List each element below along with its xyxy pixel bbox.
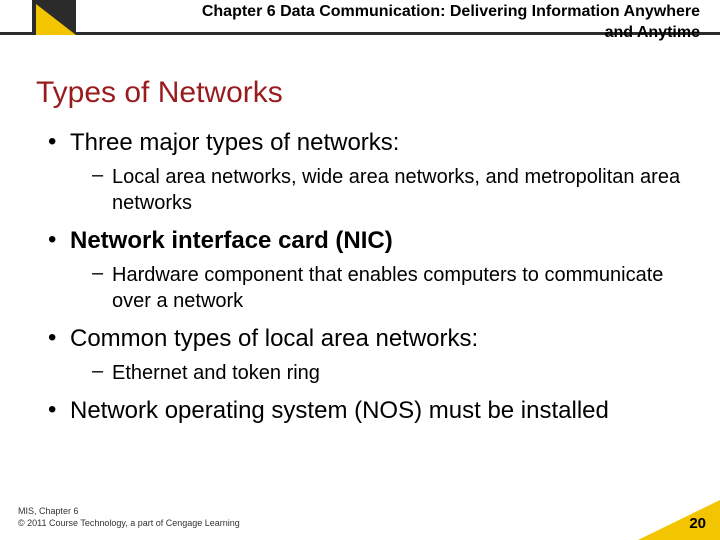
bullet-2-text: Network interface card (NIC) — [70, 226, 684, 256]
dash-marker: – — [92, 262, 112, 314]
bullet-marker: • — [48, 324, 70, 354]
bullet-3-text: Common types of local area networks: — [70, 324, 684, 354]
bullet-2-sub: – Hardware component that enables comput… — [92, 262, 684, 314]
slide-body: • Three major types of networks: – Local… — [48, 128, 684, 432]
bullet-3-sub: – Ethernet and token ring — [92, 360, 684, 386]
bullet-3: • Common types of local area networks: — [48, 324, 684, 354]
dash-marker: – — [92, 360, 112, 386]
chapter-line-2: and Anytime — [605, 24, 700, 41]
footer-text: MIS, Chapter 6 © 2011 Course Technology,… — [18, 505, 240, 530]
footer-accent-triangle — [638, 500, 720, 540]
slide: Chapter 6 Data Communication: Delivering… — [0, 0, 720, 540]
bullet-1: • Three major types of networks: — [48, 128, 684, 158]
bullet-marker: • — [48, 396, 70, 426]
chapter-title: Chapter 6 Data Communication: Delivering… — [88, 2, 700, 44]
bullet-marker: • — [48, 226, 70, 256]
bullet-2: • Network interface card (NIC) — [48, 226, 684, 256]
bullet-3-sub-text: Ethernet and token ring — [112, 360, 684, 386]
slide-title: Types of Networks — [36, 76, 283, 110]
bullet-1-text: Three major types of networks: — [70, 128, 684, 158]
page-number: 20 — [689, 515, 706, 532]
footer-line-2: © 2011 Course Technology, a part of Ceng… — [18, 518, 240, 528]
header-accent-block — [32, 0, 76, 35]
bullet-4-text: Network operating system (NOS) must be i… — [70, 396, 684, 426]
dash-marker: – — [92, 164, 112, 216]
footer-line-1: MIS, Chapter 6 — [18, 506, 79, 516]
bullet-2-sub-text: Hardware component that enables computer… — [112, 262, 684, 314]
chapter-line-1: Chapter 6 Data Communication: Delivering… — [202, 3, 700, 20]
bullet-1-sub-text: Local area networks, wide area networks,… — [112, 164, 684, 216]
bullet-4: • Network operating system (NOS) must be… — [48, 396, 684, 426]
header-accent-yellow — [36, 4, 76, 35]
bullet-1-sub: – Local area networks, wide area network… — [92, 164, 684, 216]
bullet-marker: • — [48, 128, 70, 158]
